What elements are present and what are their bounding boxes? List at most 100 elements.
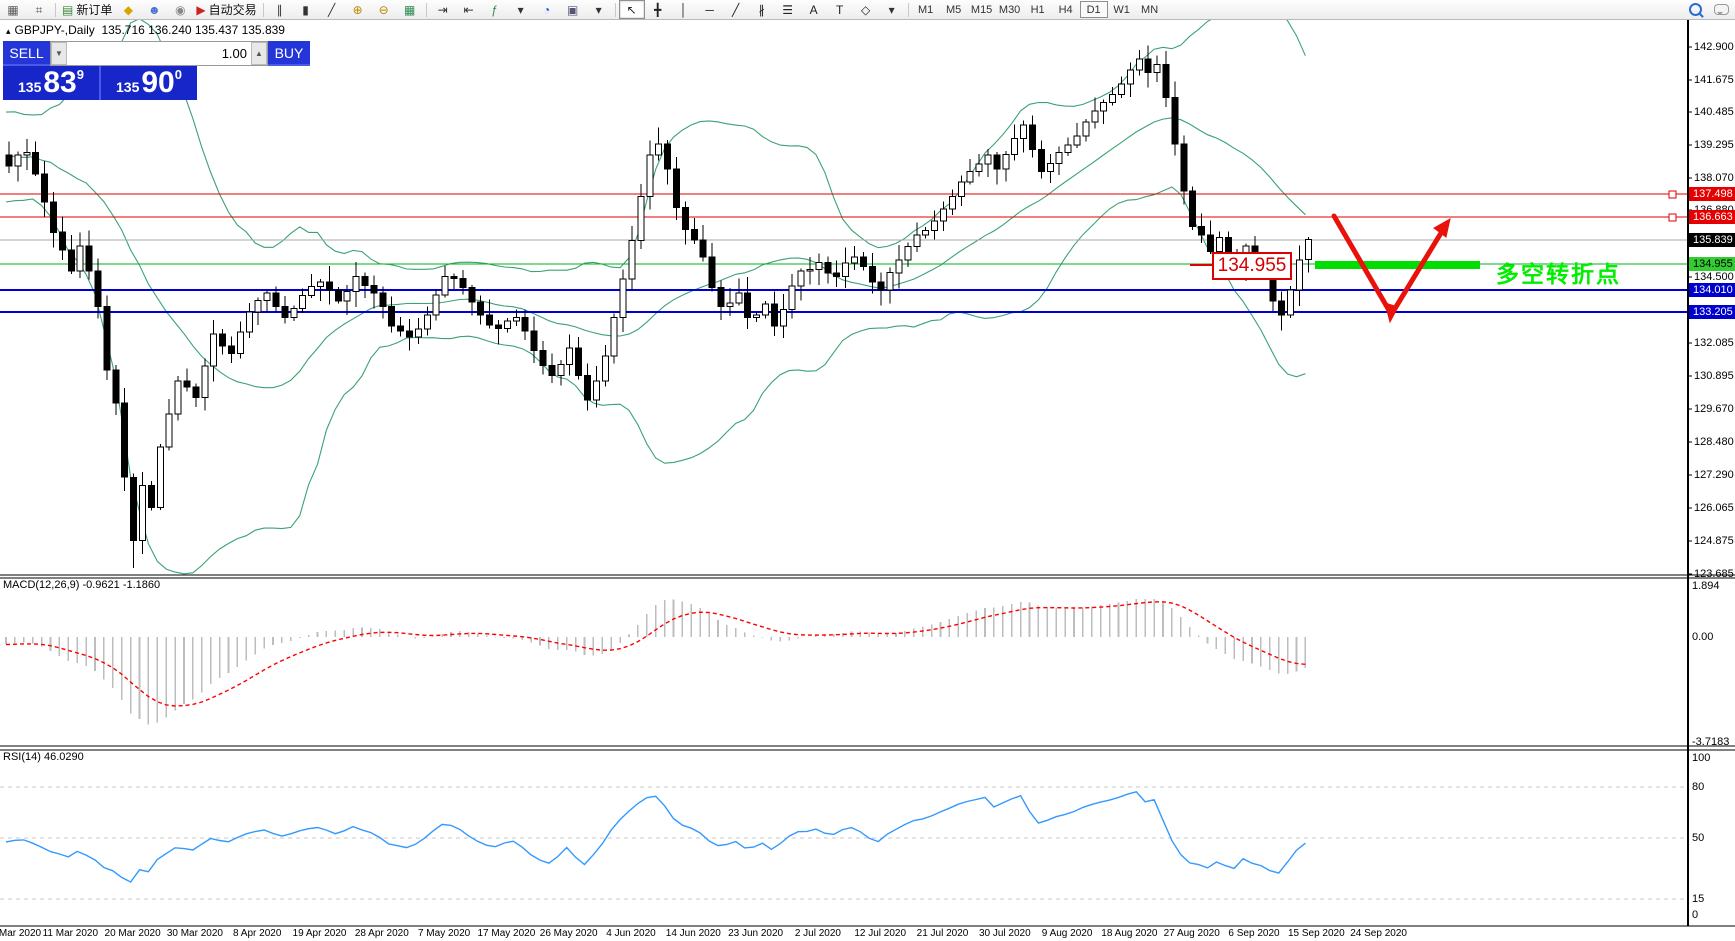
cursor-icon[interactable]: ↖	[618, 0, 645, 19]
new-order-icon: ▤	[62, 2, 74, 17]
auto-scroll-icon[interactable]: ⇥	[430, 0, 456, 19]
fibonacci-icon[interactable]: ☰	[775, 0, 801, 19]
price-level-lines[interactable]	[0, 190, 1688, 313]
vertical-line-icon[interactable]: │	[671, 0, 697, 19]
price-badge: 137.498	[1689, 187, 1735, 201]
timeframe-d1[interactable]: D1	[1079, 1, 1108, 18]
channel-icon: ∦	[758, 2, 765, 17]
text-icon[interactable]: A	[801, 0, 827, 19]
trendline-icon: ╱	[731, 2, 740, 17]
date-label: 17 May 2020	[477, 928, 536, 939]
autotrade-icon-label: 自动交易	[208, 3, 257, 17]
chart-shift-icon: ⇤	[463, 2, 474, 17]
line-chart-icon: ╱	[327, 2, 336, 17]
buy-button[interactable]: BUY	[268, 41, 310, 66]
period-clock-icon[interactable]: ◔	[534, 0, 560, 19]
zoom-in-icon[interactable]: ⊕	[345, 0, 371, 19]
rsi-label: RSI(14) 46.0290	[3, 751, 84, 763]
crosshair-icon[interactable]: ╋	[645, 0, 671, 19]
date-label: 26 May 2020	[539, 928, 598, 939]
macd-tick: -3.7183	[1692, 736, 1730, 748]
new-order-icon[interactable]: ▤ 新订单	[59, 0, 115, 19]
sell-price[interactable]: 135 83 9	[3, 66, 101, 100]
shapes-dropdown-icon[interactable]: ▾	[879, 0, 905, 19]
line-chart-icon[interactable]: ╱	[319, 0, 345, 19]
templates-icon[interactable]: ▣	[560, 0, 586, 19]
auto-scroll-icon: ⇥	[437, 2, 448, 17]
pivot-annotation-text[interactable]: 多空转折点	[1496, 261, 1621, 287]
date-label: 8 Apr 2020	[233, 928, 282, 939]
pane-borders	[0, 20, 1735, 927]
period-clock-icon: ◔	[542, 2, 551, 17]
timeframe-w1[interactable]: W1	[1113, 3, 1130, 16]
indicators-dropdown-icon[interactable]: ▾	[508, 0, 534, 19]
text-label-icon[interactable]: T	[827, 0, 853, 19]
date-label: 14 Jun 2020	[665, 928, 721, 939]
bar-chart-icon: ∥	[276, 2, 283, 17]
trendline-icon[interactable]: ╱	[723, 0, 749, 19]
price-tick: 123.685	[1694, 568, 1734, 580]
text-icon: A	[809, 2, 818, 17]
profiles-icon: ⌗	[35, 2, 43, 17]
pivot-price-label[interactable]: 134.955	[1212, 252, 1292, 280]
price-tick: 124.875	[1694, 535, 1734, 547]
buy-price-big-figure: 135	[116, 79, 140, 96]
volume-down-button[interactable]: ▼	[51, 42, 67, 65]
rsi-line	[5, 791, 1306, 883]
chart-shift-icon[interactable]: ⇤	[456, 0, 482, 19]
rsi-tick: 100	[1692, 752, 1711, 764]
timeframe-m1[interactable]: M1	[917, 3, 934, 16]
timeframe-m15[interactable]: M15	[970, 3, 993, 16]
date-label: 27 Aug 2020	[1163, 928, 1220, 939]
timeframe-h1[interactable]: H1	[1030, 3, 1045, 16]
experts-icon[interactable]: ☻	[141, 0, 167, 19]
one-click-trading-panel: SELL ▼ ▲ BUY 135 83 9 135 90 0	[3, 41, 310, 100]
bollinger-bands	[5, 3, 1306, 575]
new-chart-icon: ▦	[7, 2, 19, 17]
signals-icon[interactable]: ◉	[167, 0, 193, 19]
shapes-icon[interactable]: ◇	[853, 0, 879, 19]
chat-icon[interactable]	[1714, 4, 1729, 15]
autotrade-icon[interactable]: ▶ 自动交易	[193, 0, 259, 19]
bar-chart-icon[interactable]: ∥	[267, 0, 293, 19]
search-icon[interactable]	[1689, 3, 1702, 16]
reversal-arrow[interactable]	[1331, 213, 1451, 324]
timeframe-m30[interactable]: M30	[998, 3, 1021, 16]
volume-input[interactable]	[67, 42, 251, 65]
date-label: 30 Mar 2020	[166, 928, 223, 939]
timeframe-h4[interactable]: H4	[1058, 3, 1073, 16]
date-label: 28 Apr 2020	[354, 928, 409, 939]
macd-histogram	[5, 598, 1307, 725]
indicators-icon[interactable]: ƒ	[482, 0, 508, 19]
price-badge: 134.010	[1689, 283, 1735, 297]
experts-icon: ☻	[148, 2, 161, 17]
support-highlight-bar[interactable]	[1315, 261, 1480, 269]
sell-button[interactable]: SELL	[3, 41, 50, 66]
history-center-icon[interactable]: ◆	[115, 0, 141, 19]
toolbar: ▦ ⌗ ▤ 新订单 ◆ ☻ ◉ ▶ 自动交易 ∥ ▮ ╱ ⊕ ⊖ ▦ ⇥ ⇤ ƒ ▾ ◔ ▣ ▾ ↖ ╋ │ ─ ╱ ∦ ☰ A T ◇ ▾ M1…	[0, 0, 1735, 20]
sell-price-fraction: 9	[76, 67, 84, 82]
zoom-out-icon[interactable]: ⊖	[371, 0, 397, 19]
date-label: Mar 2020	[0, 928, 42, 939]
price-tick: 140.485	[1694, 106, 1734, 118]
horizontal-line-icon[interactable]: ─	[697, 0, 723, 19]
price-badge: 136.663	[1689, 210, 1735, 224]
buy-price[interactable]: 135 90 0	[101, 66, 197, 100]
tile-windows-icon[interactable]: ▦	[397, 0, 423, 19]
indicators-icon: ƒ	[491, 2, 498, 17]
date-label: 30 Jul 2020	[978, 928, 1031, 939]
rsi-tick: 50	[1692, 832, 1705, 844]
price-tick: 141.675	[1694, 74, 1734, 86]
candlestick-icon[interactable]: ▮	[293, 0, 319, 19]
zoom-in-icon: ⊕	[352, 2, 363, 17]
channel-icon[interactable]: ∦	[749, 0, 775, 19]
timeframe-m5[interactable]: M5	[945, 3, 962, 16]
timeframe-mn[interactable]: MN	[1141, 3, 1159, 16]
new-chart-icon[interactable]: ▦	[0, 0, 26, 19]
profiles-icon[interactable]: ⌗	[26, 0, 52, 19]
date-label: 6 Sep 2020	[1228, 928, 1280, 939]
volume-up-button[interactable]: ▲	[251, 42, 267, 65]
horizontal-line-icon: ─	[705, 2, 714, 17]
templates-dropdown-icon[interactable]: ▾	[586, 0, 612, 19]
